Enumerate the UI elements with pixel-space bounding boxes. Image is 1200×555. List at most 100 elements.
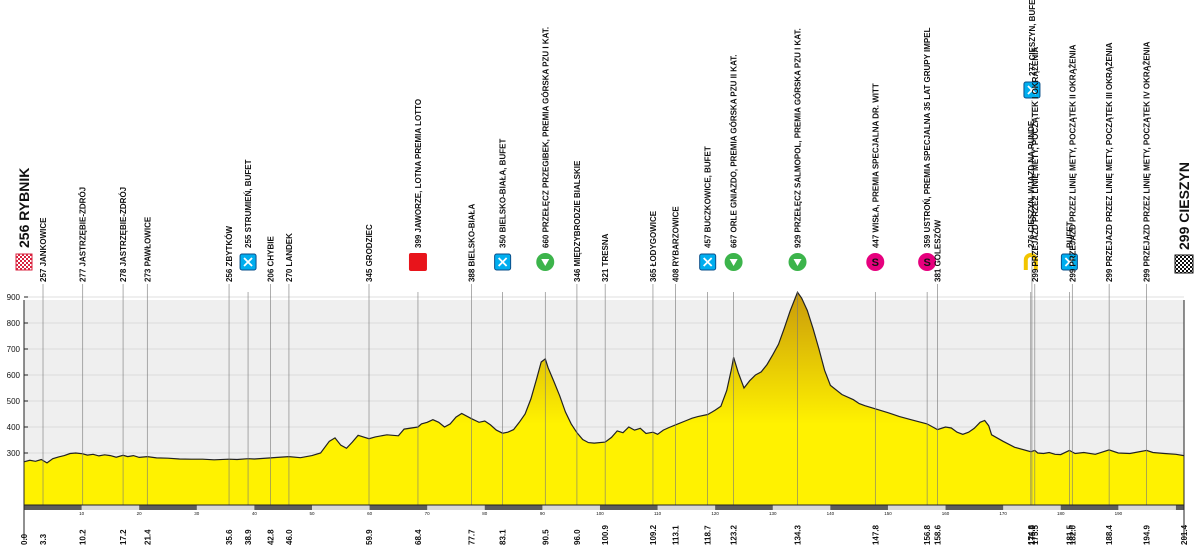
ref-label-6: 255 STRUMIEŃ, BUFET (244, 159, 253, 248)
reference-lines (23, 100, 1185, 505)
ytick-label-900: 900 (7, 293, 21, 302)
km-tick-10: 10 (79, 511, 85, 516)
ref-label-11: 388 BIELSKO-BIAŁA (468, 204, 477, 282)
km-bar-segment-120 (715, 505, 773, 510)
reference-labels: 256 RYBNIK 257 JANKOWICE 277 JASTRZĘBIE-ZD… (16, 0, 1192, 282)
ref-label-30: 299 PRZEJAZD PRZEZ LINIĘ METY, POCZĄTEK … (1143, 41, 1152, 282)
km-tick-60: 60 (367, 511, 373, 516)
ref-icon-sprint-10 (408, 253, 427, 271)
ref-icon-mountain-20-arrow (793, 259, 802, 266)
ref-icon-uturn-24 (1023, 253, 1038, 270)
ref-label-23: 381 GOLESZÓW (933, 219, 942, 282)
ref-label-19: 667 ORLE GNIAZDO, PREMIA GÓRSKA PZU II K… (730, 55, 739, 249)
ref-label-13: 660 PRZEŁĘCZ PRZEGIBEK, PREMIA GÓRSKA PZ… (541, 27, 550, 248)
km-label-14: 96.0 (573, 529, 582, 545)
ref-icon-feed-25-cross (1027, 85, 1037, 95)
km-label-28: 182.0 (1068, 524, 1077, 545)
km-tick-50: 50 (309, 511, 315, 516)
elevation-profile-line (23, 291, 1185, 464)
ref-icon-feed-18-cross (703, 257, 713, 267)
km-label-15: 100.9 (601, 524, 610, 545)
ref-label-29: 299 PRZEJAZD PRZEZ LINIĘ METY, POCZĄTEK … (1105, 42, 1114, 282)
ytick-label-500: 500 (7, 397, 21, 406)
km-label-9: 59.9 (365, 529, 374, 545)
ref-icon-special-22-letter: S (923, 257, 930, 269)
km-label-30: 194.9 (1143, 524, 1152, 545)
km-label-26: 175.5 (1031, 524, 1040, 545)
km-label-8: 46.0 (285, 529, 294, 545)
ref-label-18: 457 BUCZKOWICE, BUFET (704, 146, 713, 248)
km-bar-segment-80 (484, 505, 543, 510)
ref-label-24: 276 CIESZYN, WJAZD NA RUNDĘ (1027, 120, 1036, 248)
ref-label-4: 273 PAWŁOWICE (143, 216, 152, 282)
ref-label-10: 399 JAWORZE, LOTNA PREMIA LOTTO (414, 99, 423, 248)
km-label-2: 10.2 (79, 529, 88, 545)
ref-icon-mountain-19-arrow (729, 259, 738, 266)
km-label-16: 109.2 (649, 524, 658, 545)
km-tick-150: 150 (884, 511, 892, 516)
ref-label-16: 365 ŁODYGOWICE (649, 210, 658, 282)
ref-label-0: 256 RYBNIK (16, 168, 32, 248)
ref-label-22: 359 USTROŃ, PREMIA SPECJALNA 35 LAT GRUP… (923, 27, 932, 248)
km-label-20: 134.3 (794, 524, 803, 545)
ref-label-7: 206 CHYBIE (267, 236, 276, 282)
km-tick-160: 160 (942, 511, 950, 516)
ref-icon-special-21-letter: S (872, 257, 879, 269)
ytick-label-600: 600 (7, 371, 21, 380)
km-tick-90: 90 (540, 511, 546, 516)
km-label-3: 17.2 (119, 529, 128, 545)
km-label-17: 113.1 (671, 525, 680, 545)
km-bar-segment-160 (945, 505, 1004, 510)
ref-label-15: 321 TRESNA (601, 233, 610, 282)
ref-label-12: 350 BIELSKO-BIAŁA, BUFET (499, 139, 508, 248)
ref-icon-feed-6-cross (243, 257, 253, 267)
ref-label-5: 256 ZBYTKÓW (225, 226, 234, 282)
ref-icon-mountain-13-arrow (541, 259, 550, 266)
km-bar-segment-20 (139, 505, 197, 510)
ytick-label-300: 300 (7, 449, 21, 458)
ref-label-3: 278 JASTRZĘBIE-ZDRÓJ (119, 187, 128, 282)
ytick-label-800: 800 (7, 319, 21, 328)
km-label-11: 77.7 (468, 529, 477, 545)
ref-label-28: 299 PRZEJAZD PRZEZ LINIĘ METY, POCZĄTEK … (1068, 44, 1077, 282)
km-label-4: 21.4 (143, 529, 152, 545)
km-bar-segment-0 (24, 505, 82, 510)
km-label-6: 38.9 (244, 529, 253, 545)
km-label-18: 118.7 (704, 525, 713, 545)
ref-icon-feed-27-cross (1064, 257, 1075, 267)
ref-label-2: 277 JASTRZĘBIE-ZDRÓJ (79, 187, 88, 282)
km-tick-80: 80 (482, 511, 488, 516)
distance-scale-bar: 10 20 30 40 50 60 70 80 90 100 110 120 130 140 150 160 1… (24, 505, 1184, 516)
distance-labels: 0.03.310.217.221.435.638.942.846.059.968… (20, 524, 1189, 545)
km-label-5: 35.6 (225, 529, 234, 545)
ref-label-31: 299 CIESZYN (1176, 162, 1192, 250)
ytick-label-400: 400 (7, 423, 21, 432)
km-tick-20: 20 (137, 511, 143, 516)
km-tick-120: 120 (711, 511, 719, 516)
km-bar-segment-60 (369, 505, 428, 510)
km-tick-100: 100 (596, 511, 604, 516)
elevation-axis: 300 400 500 600 700 800 900 (7, 293, 28, 458)
ref-label-21: 447 WISŁA, PREMIA SPECJALNA DR. WITT (871, 83, 880, 248)
ref-label-14: 346 MIĘDZYBRODZIE BIALSKIE (573, 160, 582, 282)
ref-icon-special-22 (918, 253, 937, 271)
km-label-29: 188.4 (1105, 524, 1114, 545)
km-label-25: 175.0 (1028, 524, 1037, 545)
ref-label-20: 929 PRZEŁĘCZ SALMOPOL, PREMIA GÓRSKA PZU… (794, 28, 803, 248)
km-bar-segment-200 (1175, 505, 1184, 510)
km-tick-170: 170 (999, 511, 1007, 516)
km-tick-70: 70 (425, 511, 431, 516)
ref-label-27: BUFET (1065, 221, 1074, 248)
km-label-12: 83.1 (499, 529, 508, 545)
km-label-10: 68.4 (414, 529, 423, 545)
ref-icon-feed-12-cross (497, 257, 508, 267)
km-tick-180: 180 (1057, 511, 1065, 516)
km-tick-130: 130 (769, 511, 777, 516)
km-label-7: 42.8 (267, 529, 276, 545)
ref-label-17: 408 RYBARZOWICE (671, 206, 680, 282)
km-label-19: 123.2 (730, 524, 739, 545)
km-bar-segment-180 (1060, 505, 1119, 510)
km-bar-segment-100 (599, 505, 658, 510)
